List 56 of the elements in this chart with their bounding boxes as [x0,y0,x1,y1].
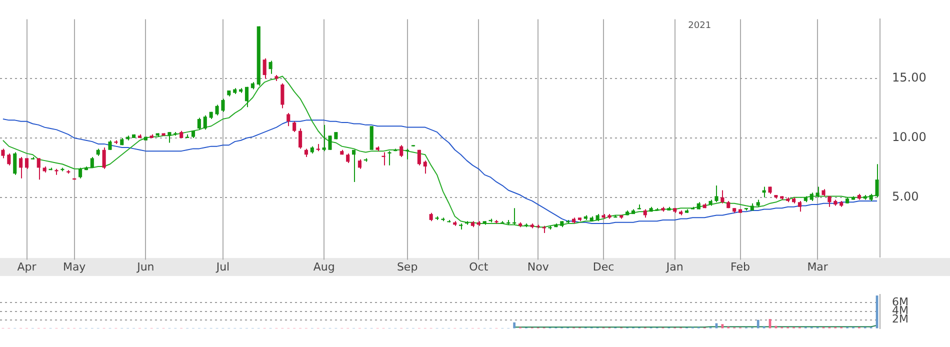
candlestick [268,60,272,74]
candlestick [714,185,718,203]
candlestick [1,148,5,159]
candlestick [400,144,404,158]
candlestick [280,82,284,109]
candlestick [298,128,302,150]
candlestick [286,112,290,127]
candlestick [417,149,421,166]
x-tick-label: May [62,260,86,274]
candlestick [816,186,820,198]
candlestick [168,132,172,144]
bar [721,324,724,328]
candlestick [875,164,879,198]
x-tick-label: Nov [527,260,550,274]
annotation: 2021 [688,21,712,32]
candlestick [78,167,82,179]
candlestick [262,58,266,80]
candlestick [352,149,356,182]
candlestick [798,200,802,212]
candlestick [346,152,350,164]
candlestick [221,98,225,112]
bar [756,320,760,328]
candlestick [13,152,17,176]
candlestick [36,158,40,180]
candlestick [370,126,374,150]
bar [513,322,516,328]
x-tick-label: Apr [17,260,37,274]
candlestick [7,152,11,166]
candlestick [358,158,362,170]
candlestick [423,160,427,174]
candlestick [382,152,386,166]
candlestick [244,86,249,108]
candlestick [215,104,219,116]
candlestick [19,156,23,179]
x-tick-label: Jun [136,260,154,274]
candlestick [720,190,724,204]
candlestick [24,158,29,170]
x-tick-label: Sep [396,260,418,274]
x-tick-label: Aug [313,260,335,274]
candlestick [108,140,112,150]
candlestick [828,196,832,208]
candlestick [102,147,106,170]
x-tick-label: Feb [730,260,750,274]
y-tick-label: 15.00 [892,70,926,85]
candlestick [203,114,207,130]
candlestick [197,117,201,130]
y-tick-label: 10.00 [892,130,926,144]
candlestick [292,120,296,133]
candlestick [322,124,326,152]
x-tick-label: Dec [592,260,614,274]
x-tick-label: Oct [469,260,489,274]
x-tick-label: Jul [215,260,230,274]
candlestick [328,135,332,150]
y-tick-label: 5.00 [892,190,919,204]
x-tick-label: Mar [807,260,828,274]
x-tick-label: Jan [665,260,684,274]
